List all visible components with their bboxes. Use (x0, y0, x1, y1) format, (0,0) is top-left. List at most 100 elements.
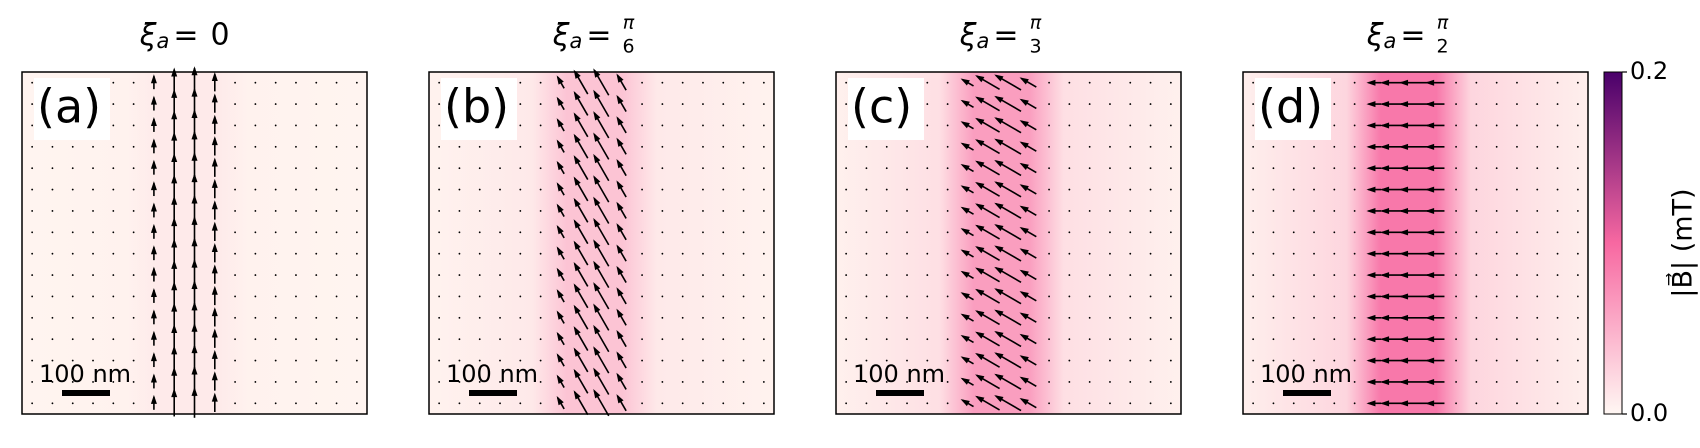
vector-dot (1556, 316, 1559, 319)
vector-dot (885, 274, 888, 276)
vector-dot (1455, 359, 1457, 362)
vector-dot (315, 188, 318, 191)
panel-label: (c) (851, 80, 912, 134)
vector-dot (71, 252, 74, 255)
vector-dot (1068, 81, 1071, 84)
vector-dot (31, 210, 34, 212)
arrow-head (150, 159, 157, 169)
title-numerator: π (1437, 12, 1449, 34)
vector-dot (254, 124, 257, 127)
vector-dot (274, 252, 277, 255)
vector-dot (254, 103, 257, 105)
arrow-head (960, 78, 970, 86)
vector-dot (926, 231, 929, 234)
vector-dot (71, 167, 74, 170)
arrow-head (573, 304, 581, 314)
vector-dot (722, 338, 725, 341)
vector-dot (51, 381, 54, 383)
vector-dot (132, 167, 135, 170)
vector-dot (722, 145, 725, 148)
arrow-head (191, 258, 198, 268)
vector-dot (499, 295, 501, 298)
vector-dot (946, 124, 949, 127)
vector-dot (1169, 381, 1172, 383)
vector-dot (1048, 81, 1050, 84)
vector-dot (355, 210, 358, 212)
vector-dot (355, 295, 358, 298)
arrow-head (171, 345, 178, 355)
vector-dot (865, 145, 868, 148)
vector-dot (742, 188, 745, 191)
arrow-head (1380, 229, 1390, 236)
arrow-head (1019, 226, 1029, 235)
vector-dot (335, 231, 338, 234)
vector-dot (1048, 231, 1050, 234)
vector-dot (1475, 338, 1478, 341)
vector-dot (458, 316, 461, 319)
title-relation: = (586, 18, 611, 53)
vector-dot (1576, 402, 1579, 405)
arrow-head (1019, 269, 1029, 277)
vector-dot (335, 103, 338, 105)
vector-dot (762, 103, 765, 105)
vector-dot (539, 145, 542, 148)
vector-dot (1576, 210, 1579, 212)
arrow-head (994, 95, 1004, 103)
vector-dot (1353, 338, 1356, 341)
vector-dot (519, 231, 522, 234)
arrow-head (1399, 378, 1409, 385)
vector-dot (499, 252, 501, 255)
arrow-head (1399, 79, 1409, 86)
vector-dot (519, 338, 522, 341)
vector-dot (438, 188, 441, 191)
vector-dot (1475, 316, 1478, 319)
arrow-head (960, 292, 970, 300)
vector-dot (1313, 145, 1315, 148)
vector-dot (71, 231, 74, 234)
vector-dot (1169, 124, 1172, 127)
arrow-head (171, 366, 178, 376)
vector-dot (1088, 188, 1091, 191)
vector-dot (742, 81, 745, 84)
arrow-head (171, 238, 178, 248)
vector-dot (1292, 167, 1295, 170)
vector-dot (112, 145, 115, 148)
vector-dot (1516, 252, 1518, 255)
vector-dot (254, 167, 257, 170)
vector-dot (1109, 167, 1111, 170)
arrow-head (1366, 229, 1376, 236)
vector-dot (661, 402, 664, 405)
vector-dot (1475, 295, 1478, 298)
arrow-head (171, 324, 178, 334)
vector-dot (1455, 316, 1457, 319)
vector-dot (1109, 338, 1111, 341)
arrow-head (573, 176, 581, 186)
vector-dot (885, 188, 888, 191)
arrow-head (1366, 250, 1376, 257)
vector-dot (926, 188, 929, 191)
vector-dot (1455, 231, 1457, 234)
vector-dot (1109, 295, 1111, 298)
vector-dot (92, 210, 94, 212)
vector-dot (274, 381, 277, 383)
vector-dot (112, 188, 115, 191)
vector-dot (31, 381, 34, 383)
vector-dot (1455, 252, 1457, 255)
vector-dot (1576, 231, 1579, 234)
scalebar-label: 100 nm (1260, 360, 1352, 388)
vector-dot (1516, 338, 1518, 341)
arrow-head (994, 159, 1004, 168)
vector-dot (274, 103, 277, 105)
vector-dot (1475, 167, 1478, 170)
vector-dot (1455, 167, 1457, 170)
vector-dot (1252, 359, 1255, 362)
arrow-head (191, 108, 198, 118)
vector-dot (1576, 295, 1579, 298)
vector-dot (865, 402, 868, 405)
vector-dot (274, 274, 277, 276)
label-box (441, 78, 517, 140)
arrow-head (171, 110, 178, 120)
vector-dot (458, 338, 461, 341)
vector-dot (702, 103, 704, 105)
vector-dot (1129, 359, 1132, 362)
